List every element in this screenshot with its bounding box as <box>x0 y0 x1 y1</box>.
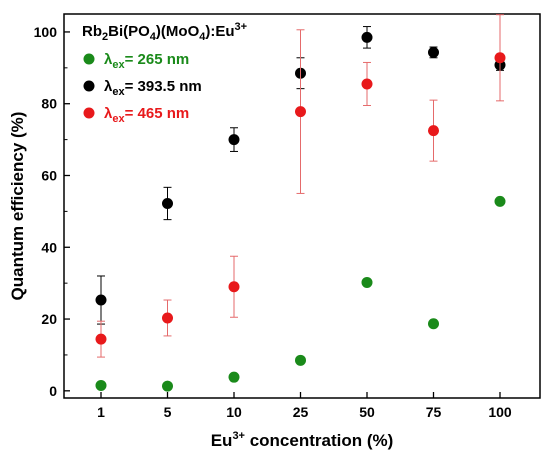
legend-sub-393: ex <box>112 86 125 98</box>
y-tick-label-60: 60 <box>41 167 57 183</box>
title-sub-1: 2 <box>102 31 108 43</box>
point-265-1 <box>95 379 107 391</box>
legend: λex= 265 nm λex= 393.5 nm λex= 465 nm <box>83 51 202 125</box>
point-465-75 <box>428 125 439 137</box>
point-465-5 <box>162 312 173 324</box>
legend-rest-393: = 393.5 nm <box>125 78 202 95</box>
y-tick-label-20: 20 <box>41 311 57 327</box>
legend-label-465: λex= 465 nm <box>104 105 189 125</box>
title-sub-3: 4 <box>150 31 157 43</box>
point-393-75 <box>428 46 439 58</box>
point-465-25 <box>295 106 306 118</box>
x-tick-label-50: 50 <box>359 404 375 420</box>
point-393-5 <box>162 197 173 209</box>
legend-lambda-465: λ <box>104 105 113 122</box>
point-393-50 <box>361 31 373 43</box>
legend-marker-393 <box>83 80 95 92</box>
y-tick-label-40: 40 <box>41 239 57 255</box>
y-tick-label-0: 0 <box>49 383 57 399</box>
point-265-75 <box>428 318 439 330</box>
y-tick-label-80: 80 <box>41 96 57 112</box>
title-sup-7: 3+ <box>235 21 248 33</box>
x-tick-label-25: 25 <box>293 404 309 420</box>
legend-lambda-393: λ <box>104 78 113 95</box>
legend-marker-265 <box>83 53 95 65</box>
legend-label-265: λex= 265 nm <box>104 51 189 71</box>
y-axis-title: Quantum efficiency (%) <box>8 112 27 301</box>
point-265-50 <box>361 276 373 288</box>
series-265 <box>95 195 506 392</box>
x-tick-label-75: 75 <box>426 404 442 420</box>
legend-sub-465: ex <box>112 113 125 125</box>
point-393-1 <box>95 294 107 306</box>
legend-label-393: λex= 393.5 nm <box>104 78 202 98</box>
legend-rest-465: = 465 nm <box>125 105 190 122</box>
point-265-25 <box>295 354 306 366</box>
point-465-50 <box>361 78 373 90</box>
point-265-5 <box>162 380 173 392</box>
point-465-100 <box>494 52 506 64</box>
series-465 <box>95 14 506 358</box>
point-393-10 <box>228 134 240 146</box>
x-tick-label-100: 100 <box>488 404 512 420</box>
title-part-6: ):Eu <box>205 23 234 40</box>
xlabel-part-0: Eu <box>211 431 233 450</box>
series-393 <box>95 26 506 325</box>
point-465-1 <box>95 333 107 345</box>
title-part-0: Rb <box>82 23 102 40</box>
x-tick-label-5: 5 <box>164 404 172 420</box>
title-sub-5: 4 <box>199 31 206 43</box>
legend-rest-265: = 265 nm <box>125 51 190 68</box>
xlabel-sup: 3+ <box>232 430 245 442</box>
title-part-4: )(MoO <box>156 23 200 40</box>
legend-lambda-265: λ <box>104 51 113 68</box>
y-axis: 0 20 40 60 80 100 <box>34 24 70 399</box>
x-axis-title: Eu3+ concentration (%) <box>211 430 394 450</box>
plot-frame <box>63 13 541 399</box>
xlabel-part-2: concentration (%) <box>245 431 393 450</box>
y-tick-label-100: 100 <box>34 24 58 40</box>
point-465-10 <box>228 281 240 293</box>
title-part-2: Bi(PO <box>108 23 150 40</box>
x-tick-label-10: 10 <box>226 404 242 420</box>
x-tick-label-1: 1 <box>97 404 105 420</box>
point-265-100 <box>494 195 506 207</box>
data-marks <box>95 14 506 392</box>
point-265-10 <box>228 371 240 383</box>
legend-sub-265: ex <box>112 59 125 71</box>
x-axis: 1 5 10 25 50 75 100 <box>97 392 512 420</box>
chart-title: Rb2Bi(PO4)(MoO4):Eu3+ <box>82 21 247 43</box>
legend-marker-465 <box>83 107 95 119</box>
